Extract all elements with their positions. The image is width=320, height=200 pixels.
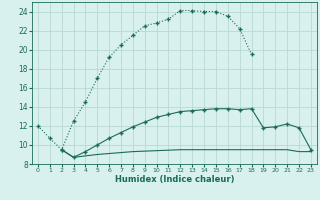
X-axis label: Humidex (Indice chaleur): Humidex (Indice chaleur) bbox=[115, 175, 234, 184]
